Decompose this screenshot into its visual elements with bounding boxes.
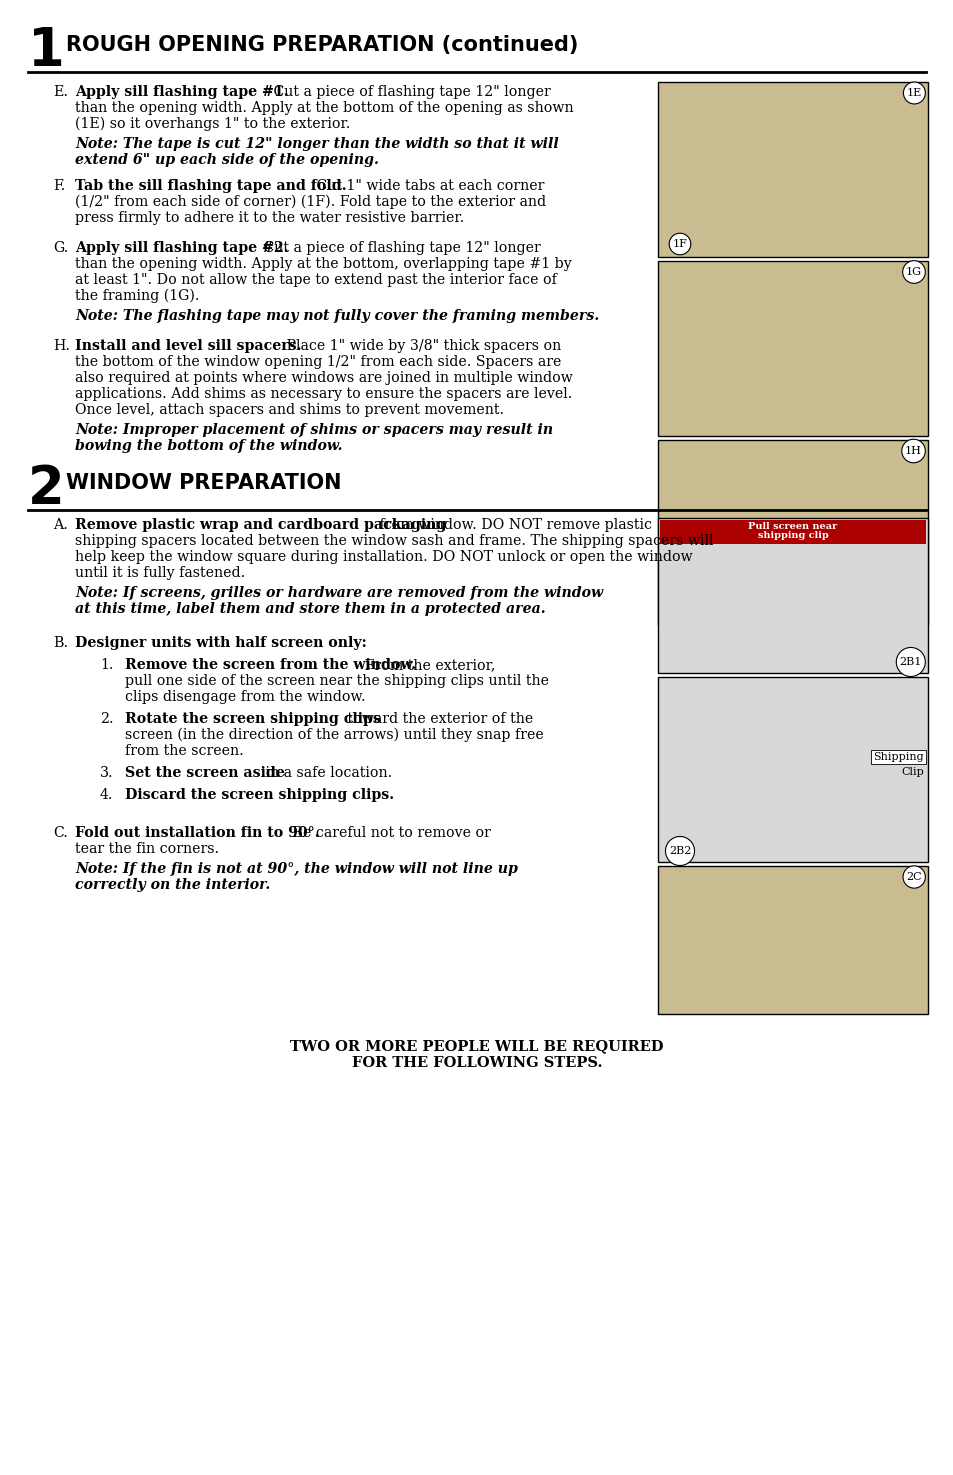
Text: Tab the sill flashing tape and fold.: Tab the sill flashing tape and fold. <box>75 178 346 193</box>
Text: than the opening width. Apply at the bottom, overlapping tape #1 by: than the opening width. Apply at the bot… <box>75 257 571 271</box>
Text: Note: If screens, grilles or hardware are removed from the window: Note: If screens, grilles or hardware ar… <box>75 586 602 600</box>
Text: 1: 1 <box>28 25 65 77</box>
Text: Note: The flashing tape may not fully cover the framing members.: Note: The flashing tape may not fully co… <box>75 308 598 323</box>
Text: 1.: 1. <box>100 658 113 673</box>
Text: press firmly to adhere it to the water resistive barrier.: press firmly to adhere it to the water r… <box>75 211 464 226</box>
Text: correctly on the interior.: correctly on the interior. <box>75 878 270 892</box>
Text: 2B1: 2B1 <box>899 656 921 667</box>
Text: Apply sill flashing tape #1.: Apply sill flashing tape #1. <box>75 86 289 99</box>
Text: in a safe location.: in a safe location. <box>261 766 392 780</box>
Text: than the opening width. Apply at the bottom of the opening as shown: than the opening width. Apply at the bot… <box>75 100 573 115</box>
Text: FOR THE FOLLOWING STEPS.: FOR THE FOLLOWING STEPS. <box>352 1056 601 1069</box>
Text: Place 1" wide by 3/8" thick spacers on: Place 1" wide by 3/8" thick spacers on <box>282 339 560 353</box>
Text: Be careful not to remove or: Be careful not to remove or <box>288 826 491 839</box>
Text: Cut 1" wide tabs at each corner: Cut 1" wide tabs at each corner <box>312 178 544 193</box>
Text: 2: 2 <box>28 463 65 515</box>
Text: shipping clip: shipping clip <box>757 531 827 540</box>
Text: Once level, attach spacers and shims to prevent movement.: Once level, attach spacers and shims to … <box>75 403 503 417</box>
Text: 1E: 1E <box>905 88 921 97</box>
Text: Shipping: Shipping <box>872 752 923 763</box>
Text: Rotate the screen shipping clips: Rotate the screen shipping clips <box>125 712 380 726</box>
Text: (1/2" from each side of corner) (1F). Fold tape to the exterior and: (1/2" from each side of corner) (1F). Fo… <box>75 195 545 209</box>
Text: toward the exterior of the: toward the exterior of the <box>343 712 533 726</box>
Text: screen (in the direction of the arrows) until they snap free: screen (in the direction of the arrows) … <box>125 729 543 742</box>
Bar <box>658 440 927 625</box>
Bar <box>658 261 927 437</box>
Text: Designer units with half screen only:: Designer units with half screen only: <box>75 636 366 650</box>
Text: Note: The tape is cut 12" longer than the width so that it will: Note: The tape is cut 12" longer than th… <box>75 137 558 150</box>
Text: Clip: Clip <box>901 767 923 777</box>
Text: 1H: 1H <box>904 445 921 456</box>
Text: 4.: 4. <box>100 788 113 802</box>
Text: at least 1". Do not allow the tape to extend past the interior face of: at least 1". Do not allow the tape to ex… <box>75 273 557 288</box>
Text: from the screen.: from the screen. <box>125 743 244 758</box>
Text: the framing (1G).: the framing (1G). <box>75 289 199 304</box>
Text: Remove plastic wrap and cardboard packaging: Remove plastic wrap and cardboard packag… <box>75 518 446 532</box>
Text: Discard the screen shipping clips.: Discard the screen shipping clips. <box>125 788 394 802</box>
Text: 2.: 2. <box>100 712 113 726</box>
Text: From the exterior,: From the exterior, <box>359 658 495 673</box>
Text: E.: E. <box>53 86 68 99</box>
Bar <box>658 677 927 861</box>
Text: Note: Improper placement of shims or spacers may result in: Note: Improper placement of shims or spa… <box>75 423 553 437</box>
Text: A.: A. <box>53 518 68 532</box>
Text: from window. DO NOT remove plastic: from window. DO NOT remove plastic <box>375 518 651 532</box>
Text: Fold out installation fin to 90°.: Fold out installation fin to 90°. <box>75 826 319 839</box>
Text: bowing the bottom of the window.: bowing the bottom of the window. <box>75 440 342 453</box>
Text: tear the fin corners.: tear the fin corners. <box>75 842 219 855</box>
Bar <box>658 83 927 257</box>
Text: G.: G. <box>53 240 69 255</box>
Text: at this time, label them and store them in a protected area.: at this time, label them and store them … <box>75 602 545 617</box>
Text: F.: F. <box>53 178 65 193</box>
Text: 1F: 1F <box>672 239 687 249</box>
Text: WINDOW PREPARATION: WINDOW PREPARATION <box>66 473 341 493</box>
Bar <box>659 521 925 544</box>
Text: Set the screen aside: Set the screen aside <box>125 766 285 780</box>
Text: Note: If the fin is not at 90°, the window will not line up: Note: If the fin is not at 90°, the wind… <box>75 861 517 876</box>
Text: H.: H. <box>53 339 70 353</box>
Text: 3.: 3. <box>100 766 113 780</box>
Text: Apply sill flashing tape #2.: Apply sill flashing tape #2. <box>75 240 288 255</box>
Text: applications. Add shims as necessary to ensure the spacers are level.: applications. Add shims as necessary to … <box>75 386 572 401</box>
Text: until it is fully fastened.: until it is fully fastened. <box>75 566 245 580</box>
Text: Install and level sill spacers.: Install and level sill spacers. <box>75 339 301 353</box>
Text: Cut a piece of flashing tape 12" longer: Cut a piece of flashing tape 12" longer <box>269 86 550 99</box>
Text: Cut a piece of flashing tape 12" longer: Cut a piece of flashing tape 12" longer <box>258 240 540 255</box>
Text: 2C: 2C <box>905 872 921 882</box>
Text: 1G: 1G <box>905 267 921 277</box>
Text: C.: C. <box>53 826 68 839</box>
Text: B.: B. <box>53 636 68 650</box>
Text: Remove the screen from the window.: Remove the screen from the window. <box>125 658 416 673</box>
Text: 2B2: 2B2 <box>668 847 691 856</box>
Text: Pull screen near: Pull screen near <box>747 522 837 531</box>
Text: shipping spacers located between the window sash and frame. The shipping spacers: shipping spacers located between the win… <box>75 534 713 549</box>
Text: ROUGH OPENING PREPARATION (continued): ROUGH OPENING PREPARATION (continued) <box>66 35 578 55</box>
Text: TWO OR MORE PEOPLE WILL BE REQUIRED: TWO OR MORE PEOPLE WILL BE REQUIRED <box>290 1038 663 1053</box>
Text: also required at points where windows are joined in multiple window: also required at points where windows ar… <box>75 372 572 385</box>
Text: extend 6" up each side of the opening.: extend 6" up each side of the opening. <box>75 153 378 167</box>
Text: the bottom of the window opening 1/2" from each side. Spacers are: the bottom of the window opening 1/2" fr… <box>75 355 560 369</box>
Bar <box>658 866 927 1013</box>
Text: clips disengage from the window.: clips disengage from the window. <box>125 690 365 704</box>
Text: (1E) so it overhangs 1" to the exterior.: (1E) so it overhangs 1" to the exterior. <box>75 117 350 131</box>
Text: help keep the window square during installation. DO NOT unlock or open the windo: help keep the window square during insta… <box>75 550 692 563</box>
Bar <box>658 518 927 673</box>
Text: pull one side of the screen near the shipping clips until the: pull one side of the screen near the shi… <box>125 674 548 687</box>
